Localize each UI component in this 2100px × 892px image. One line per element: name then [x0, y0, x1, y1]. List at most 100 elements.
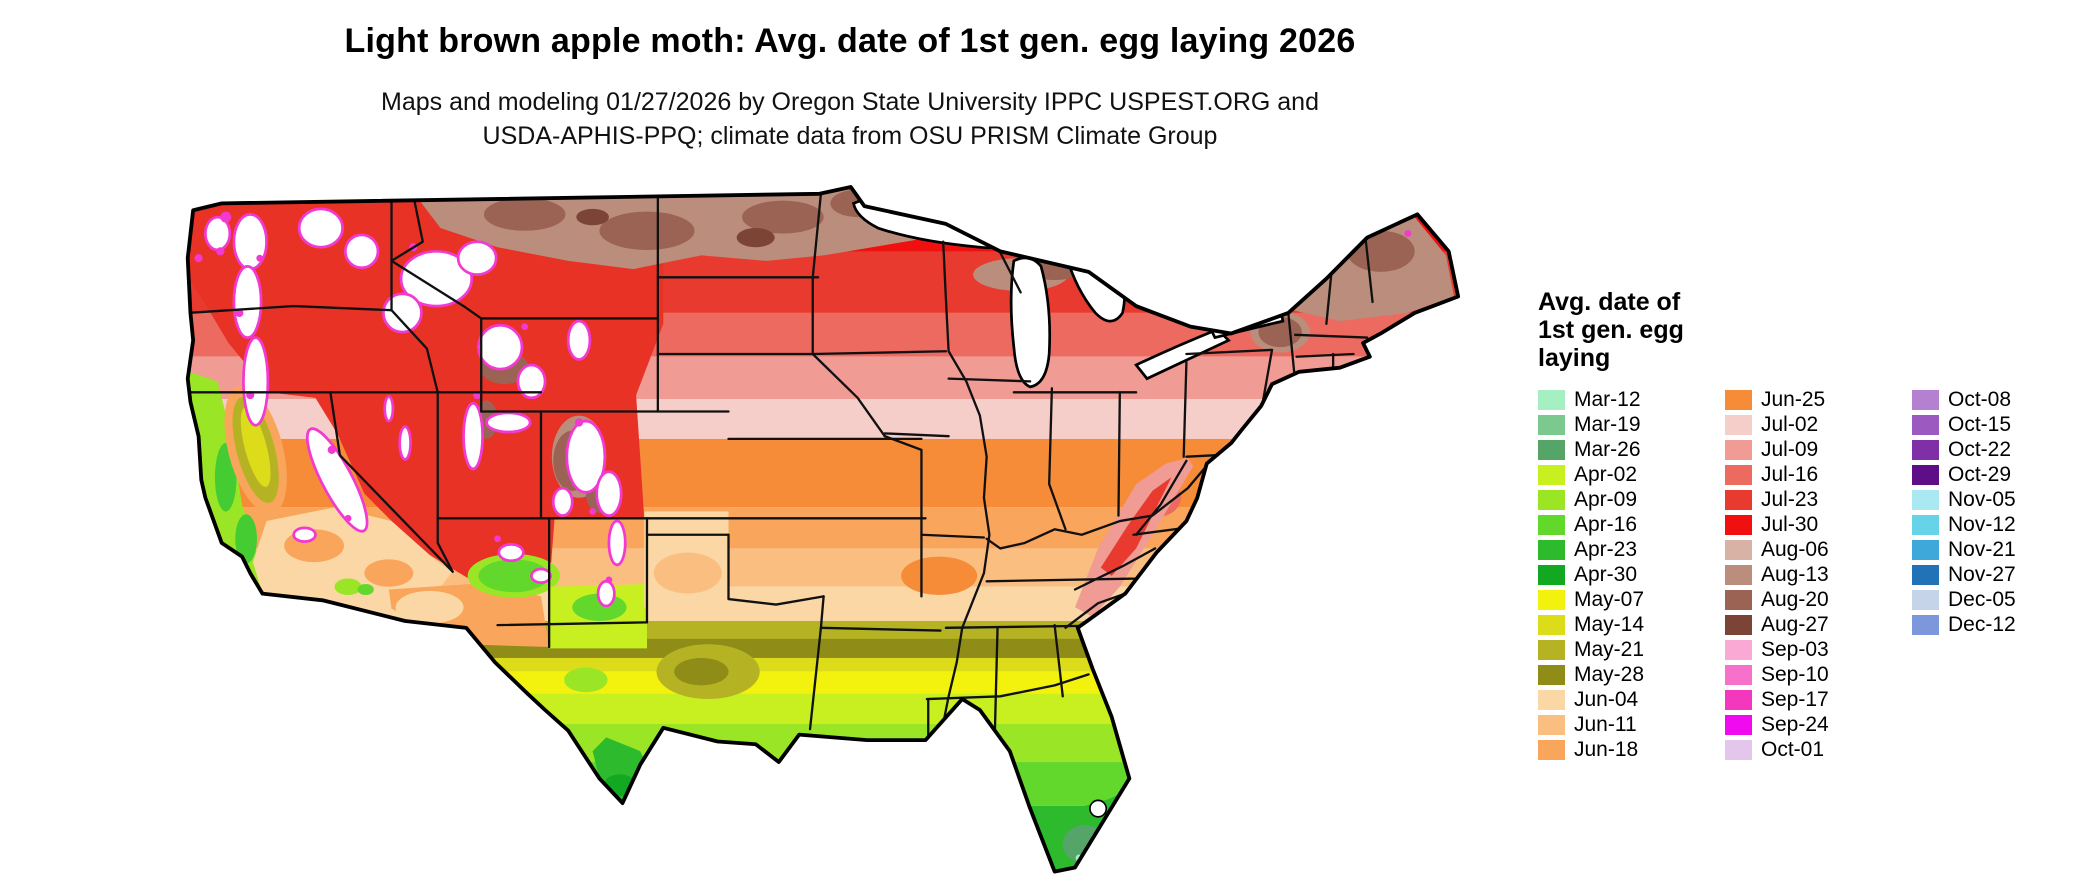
legend-column-2: Jun-25 Jul-02 Jul-09 Jul-16 Jul-23 Jul-30 Aug-…: [1725, 387, 1912, 762]
legend-swatch: [1725, 464, 1752, 485]
legend-column-3: Oct-08 Oct-15 Oct-22 Oct-29 Nov-05 Nov-12 Nov-…: [1912, 387, 2099, 762]
legend-swatch: [1538, 689, 1565, 710]
legend-swatch: [1538, 589, 1565, 610]
legend-title-line-2: 1st gen. egg: [1538, 316, 1684, 344]
legend-item: Jun-11: [1538, 712, 1725, 737]
legend-label: Oct-22: [1948, 437, 2012, 461]
legend-label: Jul-16: [1761, 462, 1819, 486]
legend-item: May-14: [1538, 612, 1725, 637]
legend-item: May-21: [1538, 637, 1725, 662]
legend-swatch: [1725, 414, 1752, 435]
legend-item: May-28: [1538, 662, 1725, 687]
legend-label: Jun-18: [1574, 737, 1639, 761]
us-map-container: [185, 176, 1503, 888]
legend-label: Mar-12: [1574, 387, 1641, 411]
legend-swatch: [1538, 739, 1565, 760]
legend-swatch: [1725, 639, 1752, 660]
legend-swatch: [1912, 589, 1939, 610]
lake-michigan: [1009, 256, 1052, 389]
legend-label: Sep-10: [1761, 662, 1829, 686]
legend-item: Apr-09: [1538, 487, 1725, 512]
lake-erie: [1133, 327, 1231, 381]
legend-swatch: [1725, 714, 1752, 735]
legend-title: Avg. date of 1st gen. egg laying: [1538, 288, 2100, 372]
legend-swatch: [1538, 714, 1565, 735]
legend-item: Oct-15: [1912, 412, 2099, 437]
map-subtitle: Maps and modeling 01/27/2026 by Oregon S…: [0, 85, 1700, 153]
legend-item: Sep-03: [1725, 637, 1912, 662]
legend-label: Sep-17: [1761, 687, 1829, 711]
legend-item: Mar-12: [1538, 387, 1725, 412]
legend-item: Aug-06: [1725, 537, 1912, 562]
legend-swatch: [1538, 514, 1565, 535]
legend-item: Nov-05: [1912, 487, 2099, 512]
legend-label: Aug-06: [1761, 537, 1829, 561]
legend-label: Nov-12: [1948, 512, 2016, 536]
legend-swatch: [1538, 539, 1565, 560]
legend-item: Aug-13: [1725, 562, 1912, 587]
state-borders-layer: [187, 192, 1374, 746]
legend-swatch: [1725, 664, 1752, 685]
legend-columns: Mar-12 Mar-19 Mar-26 Apr-02 Apr-09 Apr-16 Apr-…: [1538, 387, 2100, 762]
legend-item: Mar-26: [1538, 437, 1725, 462]
legend-label: Mar-19: [1574, 412, 1641, 436]
legend-label: Nov-05: [1948, 487, 2016, 511]
legend-item: Apr-23: [1538, 537, 1725, 562]
legend-label: Apr-23: [1574, 537, 1638, 561]
legend-swatch: [1725, 614, 1752, 635]
legend-title-line-1: Avg. date of: [1538, 288, 1681, 316]
legend-label: Oct-08: [1948, 387, 2012, 411]
legend-label: Jul-30: [1761, 512, 1819, 536]
legend-column-1: Mar-12 Mar-19 Mar-26 Apr-02 Apr-09 Apr-16 Apr-…: [1538, 387, 1725, 762]
legend-swatch: [1912, 389, 1939, 410]
legend-label: Apr-30: [1574, 562, 1638, 586]
legend-label: Jul-23: [1761, 487, 1819, 511]
legend-item: Dec-12: [1912, 612, 2099, 637]
legend-swatch: [1725, 514, 1752, 535]
legend-swatch: [1725, 489, 1752, 510]
legend-item: Nov-12: [1912, 512, 2099, 537]
legend-label: Nov-27: [1948, 562, 2016, 586]
legend-item: Jul-23: [1725, 487, 1912, 512]
legend-label: May-07: [1574, 587, 1645, 611]
legend-label: Apr-02: [1574, 462, 1638, 486]
legend-swatch: [1538, 464, 1565, 485]
legend-label: Nov-21: [1948, 537, 2016, 561]
legend-label: May-28: [1574, 662, 1645, 686]
legend-label: Dec-12: [1948, 612, 2016, 636]
legend-swatch: [1725, 564, 1752, 585]
legend-label: Jul-09: [1761, 437, 1819, 461]
legend-label: Jun-11: [1574, 712, 1637, 736]
legend-item: Jul-16: [1725, 462, 1912, 487]
legend-item: Sep-24: [1725, 712, 1912, 737]
legend-item: Jun-18: [1538, 737, 1725, 762]
legend-swatch: [1912, 464, 1939, 485]
map-header: Light brown apple moth: Avg. date of 1st…: [0, 22, 1700, 153]
legend-swatch: [1725, 539, 1752, 560]
legend-label: Aug-20: [1761, 587, 1829, 611]
legend-swatch: [1912, 514, 1939, 535]
legend-label: Aug-27: [1761, 612, 1829, 636]
legend-item: Sep-17: [1725, 687, 1912, 712]
legend-label: Oct-29: [1948, 462, 2012, 486]
legend-label: Sep-03: [1761, 637, 1829, 661]
legend-item: Sep-10: [1725, 662, 1912, 687]
subtitle-line-1: Maps and modeling 01/27/2026 by Oregon S…: [381, 88, 1319, 116]
legend-item: Jun-04: [1538, 687, 1725, 712]
legend-label: Oct-15: [1948, 412, 2012, 436]
legend-swatch: [1912, 414, 1939, 435]
legend-swatch: [1538, 639, 1565, 660]
legend-label: Jun-25: [1761, 387, 1826, 411]
legend-swatch: [1725, 389, 1752, 410]
legend-item: Dec-05: [1912, 587, 2099, 612]
page-title: Light brown apple moth: Avg. date of 1st…: [344, 22, 1356, 60]
legend-swatch: [1725, 689, 1752, 710]
us-outline: [185, 185, 1461, 874]
legend-item: Apr-30: [1538, 562, 1725, 587]
legend-item: May-07: [1538, 587, 1725, 612]
legend-swatch: [1725, 439, 1752, 460]
legend-swatch: [1912, 439, 1939, 460]
legend-label: Sep-24: [1761, 712, 1829, 736]
legend-label: Aug-13: [1761, 562, 1829, 586]
legend-label: May-21: [1574, 637, 1645, 661]
